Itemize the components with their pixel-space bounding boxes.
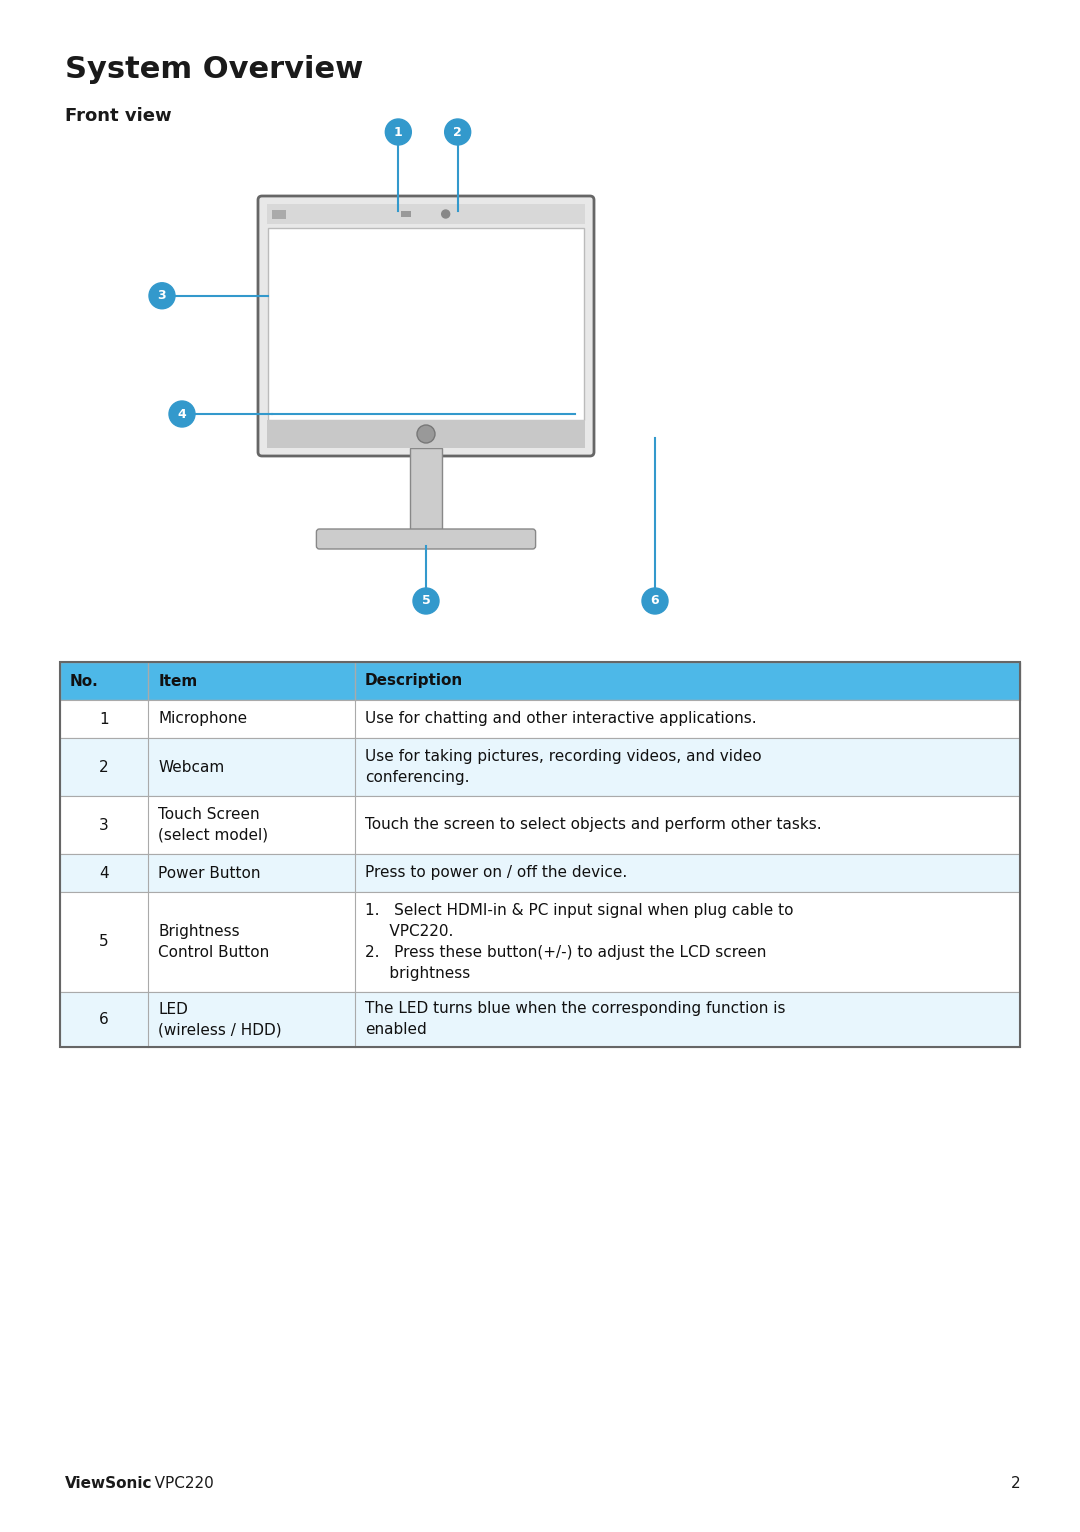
Circle shape — [386, 119, 411, 146]
Text: Press to power on / off the device.: Press to power on / off the device. — [365, 866, 627, 881]
Text: 3: 3 — [99, 818, 109, 832]
Bar — [60, 662, 1020, 700]
Text: 1.   Select HDMI-in & PC input signal when plug cable to
     VPC220.
2.   Press: 1. Select HDMI-in & PC input signal when… — [365, 902, 793, 980]
Text: 5: 5 — [99, 935, 109, 950]
Text: Microphone: Microphone — [159, 711, 247, 726]
Text: LED
(wireless / HDD): LED (wireless / HDD) — [159, 1002, 282, 1037]
Text: Brightness
Control Button: Brightness Control Button — [159, 924, 270, 961]
Text: 6: 6 — [650, 594, 659, 608]
Bar — [60, 853, 1020, 892]
Text: 2: 2 — [1011, 1477, 1020, 1492]
Text: 1: 1 — [394, 126, 403, 138]
Bar — [402, 211, 411, 218]
Bar — [60, 993, 1020, 1046]
Circle shape — [445, 119, 471, 146]
Text: Front view: Front view — [65, 107, 172, 126]
Text: Webcam: Webcam — [159, 760, 225, 775]
Polygon shape — [409, 447, 443, 532]
Text: 5: 5 — [421, 594, 430, 608]
Text: Use for chatting and other interactive applications.: Use for chatting and other interactive a… — [365, 711, 756, 726]
Bar — [60, 738, 1020, 797]
Text: Touch the screen to select objects and perform other tasks.: Touch the screen to select objects and p… — [365, 818, 822, 832]
Text: Power Button: Power Button — [159, 866, 261, 881]
Text: 2: 2 — [454, 126, 462, 138]
FancyBboxPatch shape — [258, 196, 594, 457]
Text: VPC220: VPC220 — [140, 1477, 214, 1492]
Bar — [272, 210, 286, 219]
Text: Touch Screen
(select model): Touch Screen (select model) — [159, 807, 269, 843]
Circle shape — [417, 424, 435, 443]
Text: No.: No. — [70, 674, 98, 688]
Bar — [60, 700, 1020, 738]
Text: 6: 6 — [99, 1013, 109, 1026]
Circle shape — [442, 210, 449, 218]
Bar — [60, 797, 1020, 853]
Text: Use for taking pictures, recording videos, and video
conferencing.: Use for taking pictures, recording video… — [365, 749, 761, 784]
FancyBboxPatch shape — [316, 529, 536, 548]
Text: 2: 2 — [99, 760, 109, 775]
Circle shape — [149, 283, 175, 309]
Circle shape — [642, 588, 669, 614]
Bar — [268, 228, 584, 420]
Text: Item: Item — [159, 674, 198, 688]
Bar — [60, 892, 1020, 993]
Text: ViewSonic: ViewSonic — [65, 1477, 152, 1492]
Circle shape — [413, 588, 438, 614]
Text: 4: 4 — [99, 866, 109, 881]
Bar — [60, 662, 1020, 1046]
Bar — [267, 204, 585, 224]
Text: System Overview: System Overview — [65, 55, 363, 84]
Text: 1: 1 — [99, 711, 109, 726]
Text: 3: 3 — [158, 290, 166, 302]
Circle shape — [168, 401, 195, 427]
Text: 4: 4 — [177, 408, 187, 420]
Bar — [267, 420, 585, 447]
Text: The LED turns blue when the corresponding function is
enabled: The LED turns blue when the correspondin… — [365, 1002, 785, 1037]
Text: Description: Description — [365, 674, 463, 688]
